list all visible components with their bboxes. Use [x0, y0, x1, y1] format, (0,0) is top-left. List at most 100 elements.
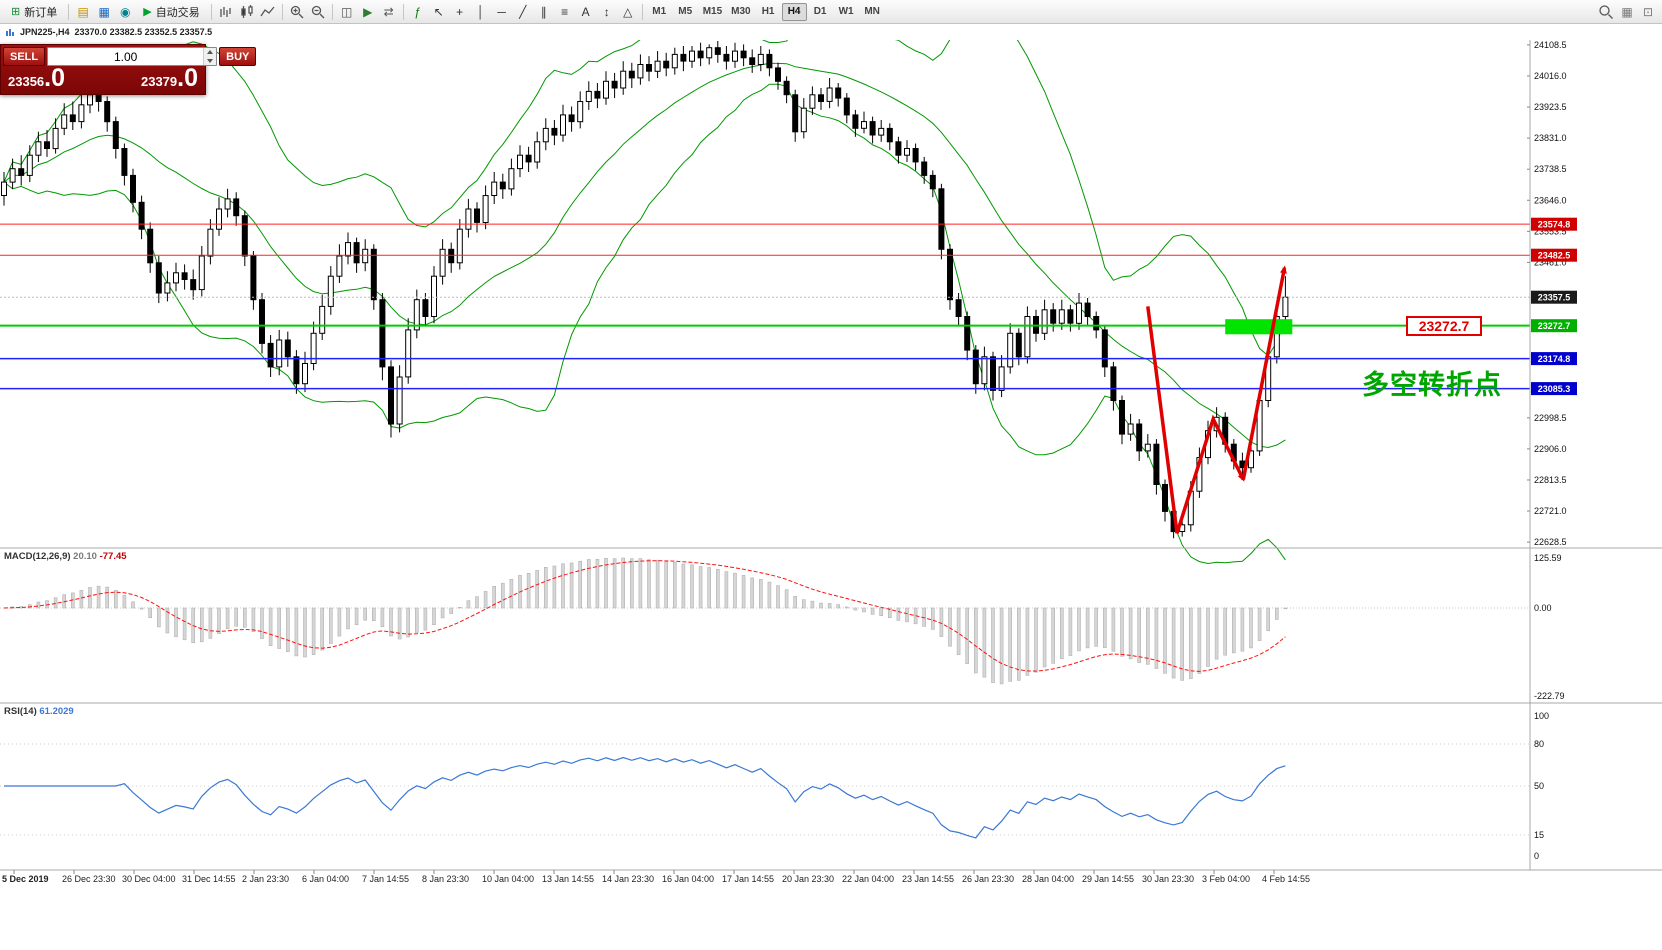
buy-button[interactable]: BUY [219, 47, 256, 66]
timeframe-h4[interactable]: H4 [782, 3, 807, 21]
price-tick: 23738.5 [1534, 164, 1567, 174]
text-label-icon[interactable]: A [576, 2, 596, 21]
timeframe-w1[interactable]: W1 [834, 3, 859, 21]
equidistant-channel-icon[interactable]: ∥ [534, 2, 554, 21]
search-icon[interactable] [1596, 2, 1616, 21]
svg-text:23357.5: 23357.5 [1538, 293, 1571, 303]
time-tick: 26 Jan 23:30 [962, 874, 1014, 884]
shapes-icon[interactable]: △ [618, 2, 638, 21]
chart-icon [5, 27, 15, 37]
sell-button[interactable]: SELL [3, 47, 45, 66]
sell-price: 23356.0 [8, 68, 65, 89]
up-arrow-icon [207, 50, 213, 54]
rsi-panel [0, 744, 1530, 838]
timeframe-m1[interactable]: M1 [647, 3, 672, 21]
price-tick: 23923.5 [1534, 102, 1567, 112]
price-tick: 24016.0 [1534, 71, 1567, 81]
timeframe-m30[interactable]: M30 [727, 3, 754, 21]
new-window-icon[interactable]: ⊡ [1638, 2, 1658, 21]
line-chart-icon[interactable] [258, 2, 278, 21]
vertical-line-icon[interactable]: │ [471, 2, 491, 21]
svg-text:23574.8: 23574.8 [1538, 220, 1571, 230]
auto-trading-button[interactable]: ▶自动交易 [136, 2, 206, 22]
new-order-icon: ⊞ [11, 5, 20, 18]
indicators-icon[interactable]: ƒ [408, 2, 428, 21]
navigator-icon[interactable]: ◉ [115, 2, 135, 21]
price-tick: 22998.5 [1534, 413, 1567, 423]
fibonacci-icon[interactable]: ≡ [555, 2, 575, 21]
svg-text:23085.3: 23085.3 [1538, 384, 1571, 394]
time-tick: 29 Jan 14:55 [1082, 874, 1134, 884]
toolbar-separator [403, 4, 404, 20]
time-tick: 30 Dec 04:00 [122, 874, 176, 884]
price-tick: 22813.5 [1534, 475, 1567, 485]
trendline-icon[interactable]: ╱ [513, 2, 533, 21]
turning-point-note: 多空转折点 [1362, 363, 1502, 402]
rsi-axis[interactable]: 100 80 50 15 0 [1534, 711, 1549, 861]
mt4-window: ⊞新订单▤▦◉▶自动交易◫▶⇄ƒ↖+│─╱∥≡A↕△M1M5M15M30H1H4… [0, 0, 1662, 950]
time-tick: 13 Jan 14:55 [542, 874, 594, 884]
timeframe-mn[interactable]: MN [860, 3, 885, 21]
time-axis[interactable]: 5 Dec 201926 Dec 23:3030 Dec 04:0031 Dec… [2, 870, 1310, 884]
zoom-out-icon[interactable] [308, 2, 328, 21]
tile-windows-icon[interactable]: ◫ [337, 2, 357, 21]
svg-text:23272.7: 23272.7 [1538, 321, 1571, 331]
horizontal-line-icon[interactable]: ─ [492, 2, 512, 21]
one-click-trading-panel: SELL BUY 23356.0 23379.0 [0, 44, 206, 95]
chart-shift-icon[interactable]: ⇄ [379, 2, 399, 21]
time-tick: 26 Dec 23:30 [62, 874, 116, 884]
svg-text:15: 15 [1534, 830, 1544, 840]
timeframe-m5[interactable]: M5 [673, 3, 698, 21]
auto-scroll-icon[interactable]: ▶ [358, 2, 378, 21]
price-annotation-label: 23272.7 [1406, 316, 1482, 336]
profiles-icon[interactable]: ▤ [73, 2, 93, 21]
crosshair-icon[interactable]: + [450, 2, 470, 21]
bollinger-bands [4, 40, 1285, 563]
timeframe-m15[interactable]: M15 [699, 3, 726, 21]
price-tick: 23646.0 [1534, 195, 1567, 205]
symbol-period: JPN225-,H4 [20, 27, 70, 37]
svg-text:100: 100 [1534, 711, 1549, 721]
toolbar: ⊞新订单▤▦◉▶自动交易◫▶⇄ƒ↖+│─╱∥≡A↕△M1M5M15M30H1H4… [0, 0, 1662, 24]
time-tick: 6 Jan 04:00 [302, 874, 349, 884]
macd-panel [0, 558, 1530, 684]
time-tick: 17 Jan 14:55 [722, 874, 774, 884]
time-tick: 20 Jan 23:30 [782, 874, 834, 884]
time-tick: 23 Jan 14:55 [902, 874, 954, 884]
time-tick: 28 Jan 04:00 [1022, 874, 1074, 884]
candles [2, 41, 1288, 538]
macd-label: MACD(12,26,9) 20.10 -77.45 [4, 551, 127, 562]
candlestick-chart-icon[interactable] [237, 2, 257, 21]
svg-text:0: 0 [1534, 851, 1539, 861]
chart-canvas[interactable]: 24108.524016.023923.523831.023738.523646… [0, 40, 1662, 890]
timeframe-d1[interactable]: D1 [808, 3, 833, 21]
arrows-icon[interactable]: ↕ [597, 2, 617, 21]
zoom-in-icon[interactable] [287, 2, 307, 21]
time-tick: 3 Feb 04:00 [1202, 874, 1250, 884]
macd-axis[interactable]: 125.590.00-222.79 [1534, 553, 1565, 701]
new-order-button[interactable]: ⊞新订单 [4, 2, 64, 22]
down-arrow-icon [207, 59, 213, 63]
toolbar-separator [68, 4, 69, 20]
volume-spin-up[interactable] [204, 48, 216, 57]
cursor-icon[interactable]: ↖ [429, 2, 449, 21]
svg-text:80: 80 [1534, 739, 1544, 749]
play-icon: ▶ [143, 5, 151, 18]
bar-chart-icon[interactable] [216, 2, 236, 21]
timeframe-h1[interactable]: H1 [756, 3, 781, 21]
svg-text:50: 50 [1534, 781, 1544, 791]
volume-spin-down[interactable] [204, 57, 216, 66]
volume-input[interactable] [48, 48, 203, 65]
panel-separators [0, 40, 1662, 870]
time-tick: 5 Dec 2019 [2, 874, 49, 884]
charts-icon[interactable]: ▦ [94, 2, 114, 21]
toolbar-separator [211, 4, 212, 20]
toolbar-separator [332, 4, 333, 20]
time-tick: 16 Jan 04:00 [662, 874, 714, 884]
data-window-icon[interactable]: ▦ [1617, 2, 1637, 21]
time-tick: 7 Jan 14:55 [362, 874, 409, 884]
time-tick: 14 Jan 23:30 [602, 874, 654, 884]
time-tick: 4 Feb 14:55 [1262, 874, 1310, 884]
price-axis[interactable]: 24108.524016.023923.523831.023738.523646… [1527, 40, 1577, 547]
svg-text:23482.5: 23482.5 [1538, 251, 1571, 261]
